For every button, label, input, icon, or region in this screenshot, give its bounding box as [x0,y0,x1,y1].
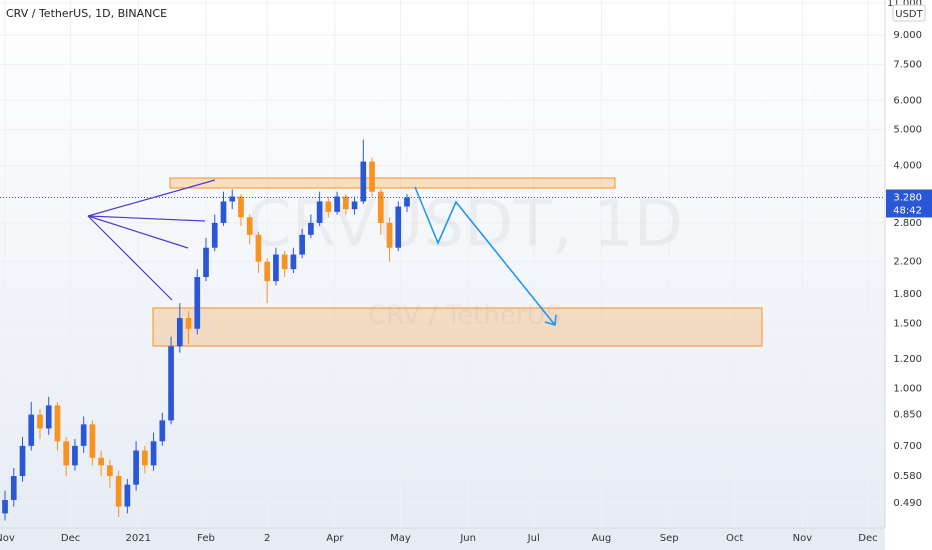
candle-body [98,457,104,466]
x-tick-label: Oct [726,533,743,544]
y-tick-label: 0.850 [893,410,922,421]
candle-body [28,414,35,446]
candle-body [45,405,52,429]
candle-body [124,484,131,507]
pattern-lines [87,179,216,301]
y-tick-label: 9.000 [893,30,922,41]
candle-body [37,414,43,429]
candle-body [238,196,244,218]
price-axis [885,0,932,550]
countdown: 48:42 [893,205,922,216]
x-tick-label: May [390,533,411,544]
x-tick-label: Jul [527,533,540,544]
candle-body [19,445,26,477]
y-tick-label: 2.800 [893,218,922,229]
y-tick-label: 1.000 [893,383,922,394]
watermark-subtitle: CRV / TetherUS [368,301,562,331]
candle-body [325,201,332,212]
candle-body [2,499,8,514]
x-tick-label: Nov [0,533,15,544]
x-tick-label: Jun [459,533,476,544]
y-tick-label: 6.000 [893,95,922,106]
candle-body [334,196,340,212]
candle-body [281,254,288,270]
last-price-box [886,189,932,218]
y-tick-label: 0.700 [893,441,922,452]
candle-body [316,201,323,223]
candle-body [80,424,87,446]
candle-body [290,254,297,270]
x-tick-label: Aug [592,533,612,544]
x-tick-label: Nov [793,533,813,544]
y-tick-label: 2.200 [893,257,922,268]
candle-body [369,161,375,192]
chart-title: CRV / TetherUS, 1D, BINANCE [6,7,167,20]
candle-body [404,197,410,207]
projection-line [414,186,556,326]
candle-body [63,441,70,466]
x-tick-label: Apr [326,533,344,544]
x-tick-label: Feb [197,533,215,544]
x-tick-label: Dec [858,533,877,544]
candle-body [133,450,139,485]
y-tick-label: 1.200 [893,354,922,365]
candle-body [203,247,209,278]
y-tick-label: 1.800 [893,289,922,300]
candle-body [220,201,227,223]
candle-body [246,217,253,235]
candle-body [229,196,236,202]
candle-body [89,424,96,458]
candle-body [150,441,157,466]
candle-body [264,261,271,282]
candle-body [107,465,113,477]
candle-body [351,201,358,210]
currency: USDT [895,9,923,20]
candle-body [72,445,78,466]
candle-body [377,191,384,223]
candle-body [211,222,218,248]
candle-body [360,161,367,202]
y-tick-label: 5.000 [893,125,922,136]
candle-body [308,222,314,235]
x-tick-label: Sep [660,533,679,544]
projection-arrowhead [544,314,557,327]
resistance-zone [169,177,616,189]
grid [0,0,885,528]
support-zone [152,307,763,347]
pattern-line [87,215,189,249]
candle-body [10,476,17,500]
y-tick-label: 7.500 [893,59,922,70]
candle-body [273,254,279,282]
candle-body [176,318,183,347]
candle-body [386,222,393,248]
candle-body [395,206,402,248]
projection-path [414,186,557,327]
candle-body [115,476,122,507]
candle-body [54,405,61,442]
x-tick-label: Dec [61,533,80,544]
candles [2,139,410,521]
x-tick-label: 2 [264,533,270,544]
y-tick-label: 1.500 [893,318,922,329]
y-tick-label: 4.000 [893,161,922,172]
x-tick-label: 2021 [126,533,151,544]
candle-body [342,196,349,210]
candle-body [142,450,148,466]
candle-body [168,346,174,421]
last-price-label: 3.280 [893,192,922,203]
y-tick-label: 11.000 [887,0,922,9]
candle-body [299,234,305,255]
y-tick-label: 0.490 [893,498,922,509]
candle-body [185,318,192,329]
y-tick-label: 0.580 [893,471,922,482]
candle-body [194,277,201,329]
currency-box [892,4,926,22]
candle-body [159,420,166,442]
pattern-line [87,215,173,301]
candle-body [255,234,262,262]
